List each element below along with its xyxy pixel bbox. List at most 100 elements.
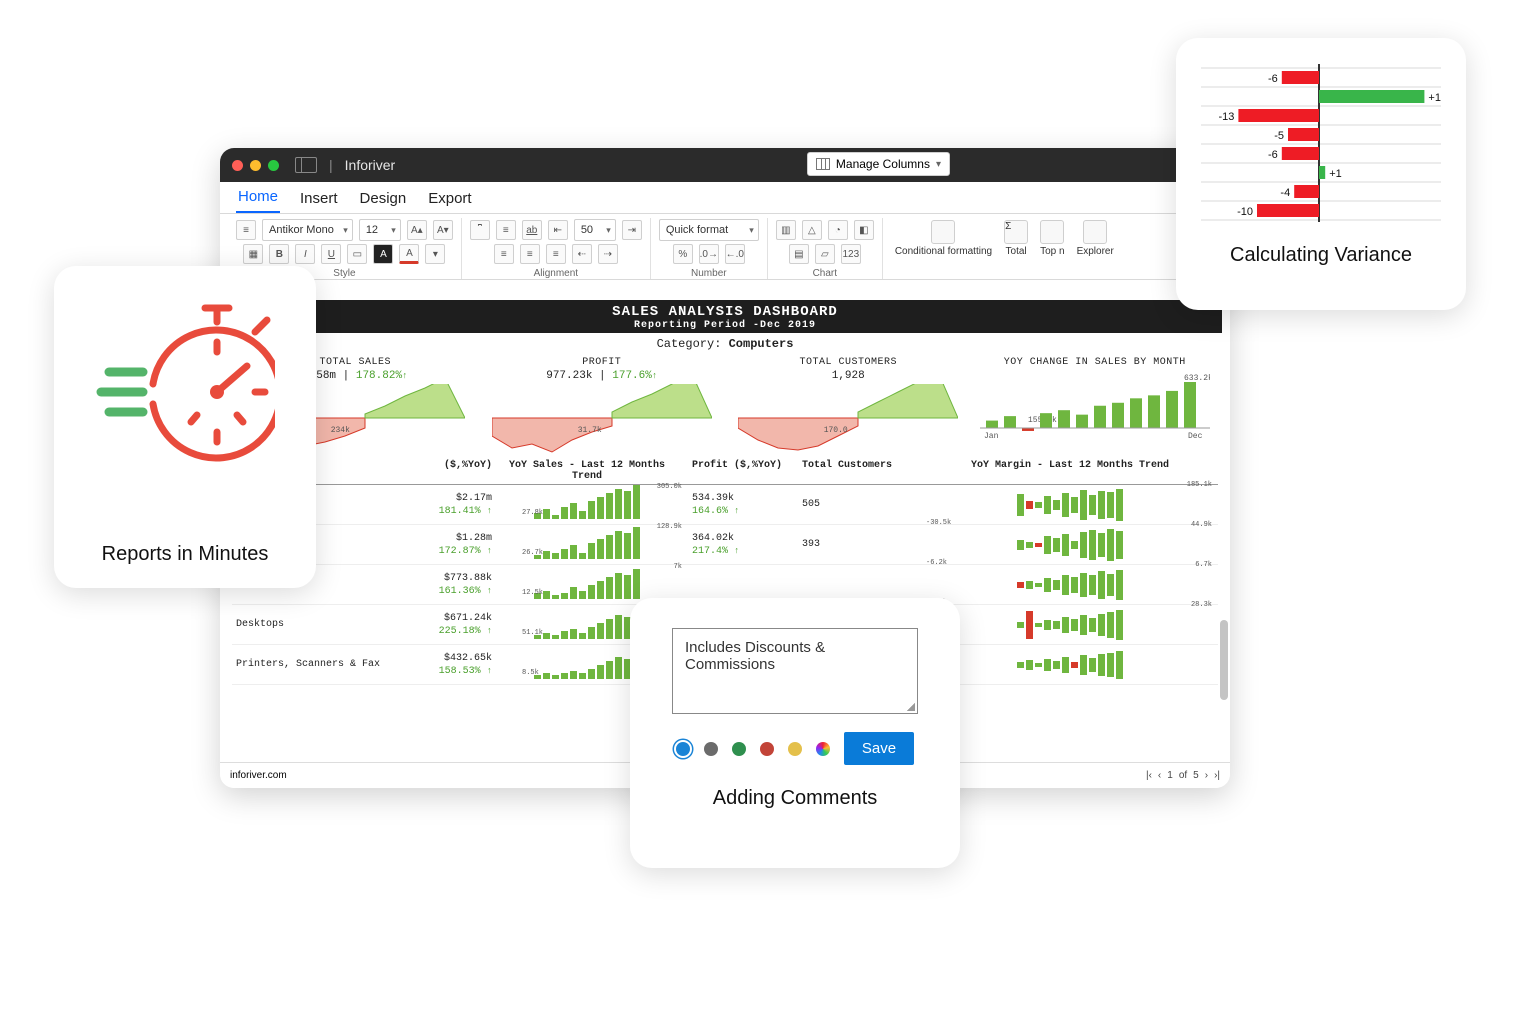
style-dropdown-icon[interactable]: ▾	[425, 244, 445, 264]
table-row[interactable]: Screens $2.17m181.41% 305.0k27.8k 534.39…	[232, 485, 1218, 525]
pager-of: of	[1179, 770, 1187, 781]
svg-text:Dec: Dec	[1188, 432, 1203, 440]
chart-num-icon[interactable]: 123	[841, 244, 861, 264]
svg-text:-13: -13	[1218, 111, 1234, 123]
kpi-sparkline: 31.7k	[492, 384, 712, 454]
dashboard-title: SALES ANALYSIS DASHBOARD	[228, 304, 1222, 320]
align-middle-icon[interactable]: ≡	[496, 220, 516, 240]
color-swatch[interactable]	[788, 742, 802, 756]
menu-design[interactable]: Design	[358, 184, 409, 213]
align-left-icon[interactable]: ≡	[494, 244, 514, 264]
manage-columns-button[interactable]: Manage Columns ▾	[807, 152, 950, 176]
indent-right-icon[interactable]: ⇥	[622, 220, 642, 240]
table-row[interactable]: Laptops $1.28m172.87% 128.9k26.7k 364.02…	[232, 525, 1218, 565]
pager-current: 1	[1167, 770, 1173, 781]
kpi-title: PROFIT	[479, 357, 726, 368]
pager-prev-icon[interactable]: ‹	[1158, 770, 1161, 781]
quick-format-select[interactable]: Quick format	[659, 219, 759, 241]
comment-input[interactable]: Includes Discounts & Commissions	[672, 628, 918, 714]
font-name-select[interactable]: Antikor Mono	[262, 219, 353, 241]
chart-area-icon[interactable]: ▱	[815, 244, 835, 264]
pager-last-icon[interactable]: ›|	[1214, 770, 1220, 781]
topn-icon	[1040, 220, 1064, 244]
bold-icon[interactable]: B	[269, 244, 289, 264]
pager-first-icon[interactable]: |‹	[1146, 770, 1152, 781]
conditional-formatting-button[interactable]: Conditional formatting	[891, 220, 996, 257]
chart-pie-icon[interactable]: ◔	[828, 220, 848, 240]
ribbon-label-chart: Chart	[813, 268, 837, 279]
border-icon[interactable]: ▭	[347, 244, 367, 264]
list-icon[interactable]: ≡	[236, 220, 256, 240]
card-variance: -10-4+1-6-5-13+17-6 Calculating Variance	[1176, 38, 1466, 310]
col-profit: Profit ($,%YoY)	[682, 460, 802, 482]
align-top-icon[interactable]: ⎴	[470, 220, 490, 240]
category-value: Computers	[729, 337, 794, 351]
color-swatch[interactable]	[760, 742, 774, 756]
decimal-dec-icon[interactable]: ←.0	[725, 244, 745, 264]
percent-icon[interactable]: %	[673, 244, 693, 264]
col-customers: Total Customers	[802, 460, 922, 482]
indent-value[interactable]: 50	[574, 219, 616, 241]
ribbon-label-alignment: Alignment	[534, 268, 578, 279]
row-profit: 534.39k164.6%	[682, 492, 802, 518]
pager-next-icon[interactable]: ›	[1205, 770, 1208, 781]
chart-line-icon[interactable]: △	[802, 220, 822, 240]
decrease-indent-icon[interactable]: ⇠	[572, 244, 592, 264]
scrollbar-thumb[interactable]	[1220, 620, 1228, 700]
row-profit: 364.02k217.4%	[682, 532, 802, 558]
save-button[interactable]: Save	[844, 732, 914, 765]
color-swatch[interactable]	[704, 742, 718, 756]
font-size-select[interactable]: 12	[359, 219, 401, 241]
card-reports-label: Reports in Minutes	[102, 543, 269, 566]
menu-export[interactable]: Export	[426, 184, 473, 213]
fill-color-icon[interactable]: A	[373, 244, 393, 264]
align-right-icon[interactable]: ≡	[546, 244, 566, 264]
color-swatch[interactable]	[732, 742, 746, 756]
sparkline-margin	[922, 609, 1218, 641]
window-controls[interactable]	[232, 160, 279, 171]
chart-combo-icon[interactable]: ◧	[854, 220, 874, 240]
decimal-inc-icon[interactable]: .0→	[699, 244, 719, 264]
ribbon-label-style: Style	[333, 268, 355, 279]
indent-left-icon[interactable]: ⇤	[548, 220, 568, 240]
kpi-value: 1,928	[725, 370, 972, 382]
font-color-icon[interactable]: A	[399, 244, 419, 264]
close-icon[interactable]	[232, 160, 243, 171]
row-trend-margin: 185.1k-30.5k	[922, 489, 1218, 521]
sidebar-toggle-icon[interactable]	[295, 157, 317, 173]
underline-icon[interactable]: U	[321, 244, 341, 264]
increase-font-icon[interactable]: A▴	[407, 220, 427, 240]
increase-indent-icon[interactable]: ⇢	[598, 244, 618, 264]
row-trend-margin: 44.9k-6.2k	[922, 529, 1218, 561]
align-center-icon[interactable]: ≡	[520, 244, 540, 264]
grid-icon[interactable]: ▦	[243, 244, 263, 264]
wrap-text-icon[interactable]: ab	[522, 220, 542, 240]
card-reports: Reports in Minutes	[54, 266, 316, 588]
italic-icon[interactable]: I	[295, 244, 315, 264]
yoy-title: YOY CHANGE IN SALES BY MONTH	[972, 357, 1219, 368]
svg-text:+1: +1	[1329, 168, 1342, 180]
explorer-button[interactable]: Explorer	[1073, 220, 1118, 257]
svg-text:170.0: 170.0	[824, 426, 848, 435]
row-sales: $671.24k225.18%	[402, 612, 492, 638]
color-swatch[interactable]	[816, 742, 830, 756]
svg-text:-5: -5	[1274, 130, 1284, 142]
minimize-icon[interactable]	[250, 160, 261, 171]
color-swatch[interactable]	[676, 742, 690, 756]
menu-insert[interactable]: Insert	[298, 184, 340, 213]
card-variance-label: Calculating Variance	[1230, 244, 1412, 267]
app-title: Inforiver	[345, 157, 396, 173]
decrease-font-icon[interactable]: A▾	[433, 220, 453, 240]
sparkline-margin	[922, 489, 1218, 521]
chart-stack-icon[interactable]: ▤	[789, 244, 809, 264]
svg-text:633.2k: 633.2k	[1184, 374, 1210, 383]
ribbon-group-chart: ▥ △ ◔ ◧ ▤ ▱ 123 Chart	[768, 218, 883, 279]
top-n-button[interactable]: Top n	[1036, 220, 1068, 257]
menu-home[interactable]: Home	[236, 182, 280, 213]
total-button[interactable]: ΣTotal	[1000, 220, 1032, 257]
card-comments: Includes Discounts & Commissions Save Ad…	[630, 598, 960, 868]
row-customers: 505	[802, 499, 922, 510]
kpi-card: PROFIT 977.23k | 177.6% 31.7k	[479, 357, 726, 454]
chart-bar-icon[interactable]: ▥	[776, 220, 796, 240]
maximize-icon[interactable]	[268, 160, 279, 171]
